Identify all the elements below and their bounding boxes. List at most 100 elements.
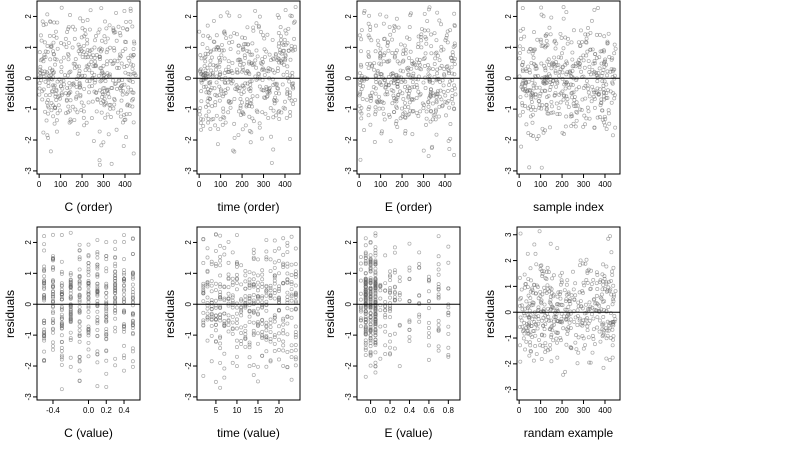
- data-point: [205, 282, 210, 287]
- data-point: [612, 42, 617, 47]
- data-point: [66, 25, 71, 29]
- data-point: [247, 294, 252, 298]
- data-point: [79, 100, 84, 105]
- data-point: [66, 57, 71, 62]
- data-point: [590, 84, 595, 89]
- data-point: [228, 47, 233, 51]
- data-point: [42, 248, 47, 253]
- data-point: [596, 92, 601, 97]
- data-point: [120, 83, 125, 88]
- data-point: [532, 283, 537, 287]
- data-point: [251, 284, 256, 289]
- data-point: [197, 108, 202, 113]
- data-point: [363, 306, 368, 311]
- y-tick-label: 1: [504, 45, 513, 50]
- data-point: [86, 354, 91, 359]
- data-point: [101, 140, 106, 145]
- data-point: [105, 112, 110, 117]
- data-point: [598, 32, 602, 37]
- data-point: [437, 18, 442, 23]
- data-point: [537, 94, 542, 99]
- data-point: [59, 295, 64, 300]
- data-point: [561, 372, 566, 377]
- data-point: [207, 91, 212, 96]
- data-point: [608, 335, 613, 340]
- data-point: [546, 348, 551, 353]
- data-point: [68, 296, 73, 301]
- data-point: [411, 108, 416, 113]
- data-point: [99, 66, 104, 71]
- data-point: [234, 281, 239, 286]
- plot-frame: [196, 226, 301, 401]
- data-point: [104, 318, 109, 323]
- data-point: [597, 303, 601, 308]
- data-point: [524, 339, 529, 344]
- data-point: [529, 94, 534, 99]
- data-point: [408, 49, 413, 54]
- data-point: [391, 89, 396, 94]
- data-point: [546, 111, 551, 116]
- data-point: [260, 136, 264, 141]
- data-point: [128, 6, 133, 11]
- data-point: [407, 299, 412, 303]
- data-point: [521, 47, 526, 52]
- data-point: [51, 52, 56, 56]
- data-point: [572, 309, 576, 314]
- data-point: [226, 272, 231, 277]
- data-point: [449, 58, 454, 63]
- data-point: [523, 282, 528, 287]
- data-point: [578, 44, 582, 48]
- data-point: [213, 288, 218, 292]
- data-point: [58, 108, 62, 113]
- data-point: [585, 79, 589, 84]
- data-point: [218, 335, 223, 340]
- data-point: [51, 318, 55, 323]
- data-point: [526, 131, 531, 136]
- data-point: [368, 328, 373, 333]
- data-point: [547, 25, 552, 30]
- data-point: [555, 355, 560, 360]
- data-point: [526, 49, 531, 54]
- data-point: [434, 38, 439, 43]
- data-point: [277, 271, 281, 276]
- data-point: [450, 101, 455, 106]
- data-point: [230, 298, 235, 303]
- data-point: [536, 134, 541, 139]
- data-point: [584, 257, 589, 262]
- data-point: [548, 294, 553, 299]
- data-point: [597, 329, 602, 334]
- data-point: [417, 265, 422, 270]
- data-point: [549, 359, 554, 364]
- data-point: [453, 92, 458, 97]
- data-point: [359, 49, 363, 54]
- data-point: [585, 270, 590, 275]
- data-point: [202, 64, 207, 69]
- data-point: [380, 129, 384, 134]
- data-point: [211, 63, 216, 68]
- data-point: [123, 70, 128, 75]
- data-point: [59, 79, 64, 84]
- data-point: [262, 73, 267, 77]
- data-point: [436, 272, 441, 277]
- data-point: [401, 59, 405, 64]
- data-point: [81, 43, 86, 48]
- data-point: [112, 96, 117, 101]
- data-point: [268, 325, 273, 329]
- data-point: [366, 113, 371, 118]
- data-point: [588, 47, 593, 52]
- data-point: [600, 287, 605, 292]
- data-point: [595, 86, 600, 91]
- data-point: [221, 109, 226, 114]
- data-point: [76, 73, 81, 78]
- data-point: [251, 363, 256, 368]
- data-point: [271, 147, 276, 152]
- data-point: [251, 271, 256, 276]
- data-point: [533, 92, 538, 97]
- data-point: [601, 283, 606, 287]
- data-point: [205, 255, 210, 260]
- data-point: [201, 323, 206, 328]
- data-point: [277, 308, 281, 313]
- data-point: [436, 284, 441, 289]
- data-point: [396, 93, 401, 97]
- data-point: [541, 130, 546, 135]
